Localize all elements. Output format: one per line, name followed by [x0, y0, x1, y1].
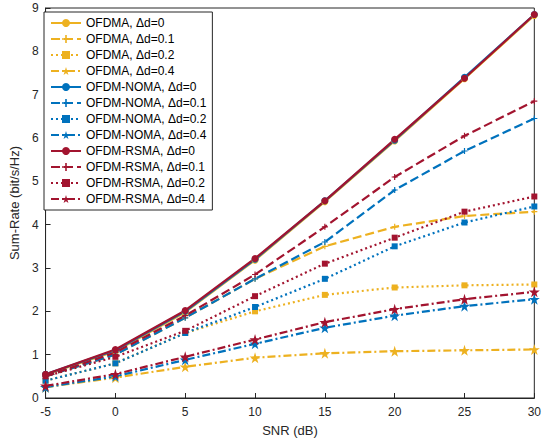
svg-text:OFDM-RSMA, Δd=0.2: OFDM-RSMA, Δd=0.2	[86, 176, 205, 190]
svg-text:8: 8	[32, 44, 39, 58]
svg-text:OFDMA, Δd=0.1: OFDMA, Δd=0.1	[86, 32, 175, 46]
svg-text:3: 3	[32, 261, 39, 275]
svg-text:5: 5	[182, 405, 189, 419]
svg-text:OFDM-NOMA, Δd=0: OFDM-NOMA, Δd=0	[86, 80, 197, 94]
svg-text:25: 25	[458, 405, 472, 419]
svg-text:30: 30	[528, 405, 542, 419]
svg-text:20: 20	[388, 405, 402, 419]
svg-text:6: 6	[32, 131, 39, 145]
svg-text:0: 0	[32, 391, 39, 405]
svg-text:7: 7	[32, 88, 39, 102]
svg-text:OFDMA, Δd=0.4: OFDMA, Δd=0.4	[86, 64, 175, 78]
svg-text:OFDM-NOMA, Δd=0.4: OFDM-NOMA, Δd=0.4	[86, 128, 207, 142]
svg-text:OFDM-NOMA, Δd=0.2: OFDM-NOMA, Δd=0.2	[86, 112, 207, 126]
svg-text:9: 9	[32, 1, 39, 15]
svg-text:4: 4	[32, 218, 39, 232]
svg-text:-5: -5	[40, 405, 51, 419]
svg-text:Sum-Rate (bit/s/Hz): Sum-Rate (bit/s/Hz)	[7, 146, 22, 260]
svg-text:10: 10	[248, 405, 262, 419]
svg-text:OFDM-RSMA, Δd=0.1: OFDM-RSMA, Δd=0.1	[86, 160, 205, 174]
svg-text:OFDM-NOMA, Δd=0.1: OFDM-NOMA, Δd=0.1	[86, 96, 207, 110]
svg-text:OFDMA, Δd=0: OFDMA, Δd=0	[86, 16, 165, 30]
svg-text:1: 1	[32, 348, 39, 362]
svg-text:2: 2	[32, 304, 39, 318]
svg-text:15: 15	[318, 405, 332, 419]
svg-text:5: 5	[32, 174, 39, 188]
svg-text:OFDM-RSMA, Δd=0.4: OFDM-RSMA, Δd=0.4	[86, 192, 205, 206]
svg-text:OFDM-RSMA, Δd=0: OFDM-RSMA, Δd=0	[86, 144, 195, 158]
svg-text:OFDMA, Δd=0.2: OFDMA, Δd=0.2	[86, 48, 175, 62]
svg-text:SNR (dB): SNR (dB)	[262, 423, 318, 438]
svg-text:0: 0	[112, 405, 119, 419]
